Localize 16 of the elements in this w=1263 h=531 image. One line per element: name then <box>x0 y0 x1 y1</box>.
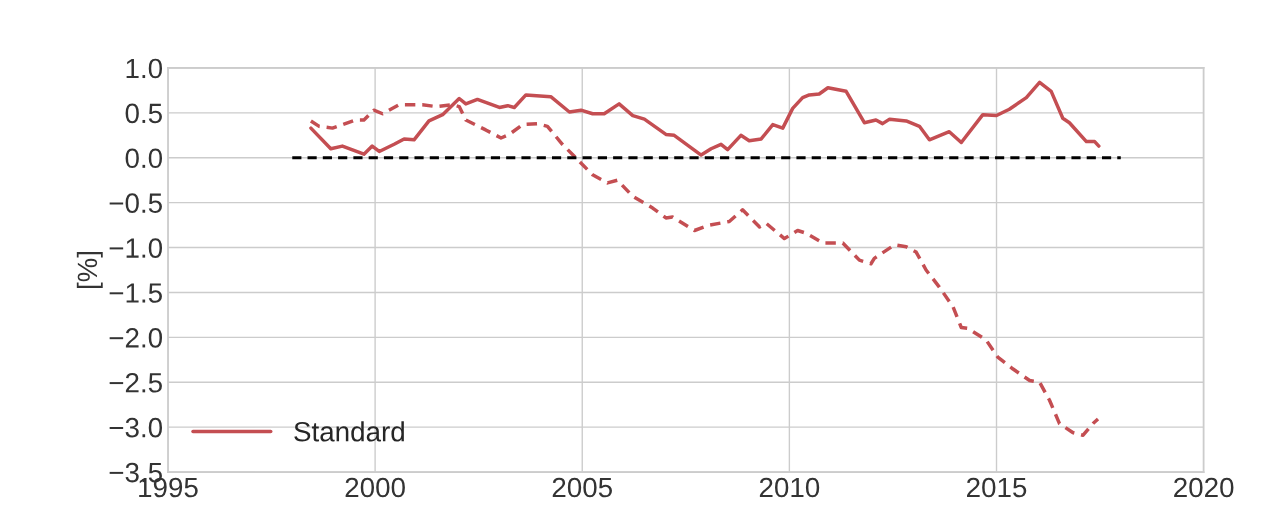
y-tick-label: 0.0 <box>125 148 163 169</box>
y-tick-label: −1.0 <box>109 238 163 258</box>
y-tick-label: 0.5 <box>125 103 162 124</box>
y-tick-label: −3.0 <box>109 417 163 438</box>
y-tick-label: −0.5 <box>109 193 162 213</box>
legend-label: Standard <box>294 421 404 442</box>
y-axis-title: [%] <box>76 251 103 289</box>
y-tick-label: −1.5 <box>109 283 162 303</box>
y-tick-label: −2.5 <box>109 372 162 393</box>
x-tick-label: 2005 <box>552 477 612 498</box>
y-tick-label: −2.0 <box>109 328 163 348</box>
x-tick-label: 2000 <box>345 477 405 498</box>
x-tick-label: 2020 <box>1174 477 1234 498</box>
x-tick-label: 2010 <box>759 477 820 498</box>
x-tick-label: 2015 <box>967 477 1027 498</box>
y-tick-label: 1.0 <box>126 58 163 79</box>
